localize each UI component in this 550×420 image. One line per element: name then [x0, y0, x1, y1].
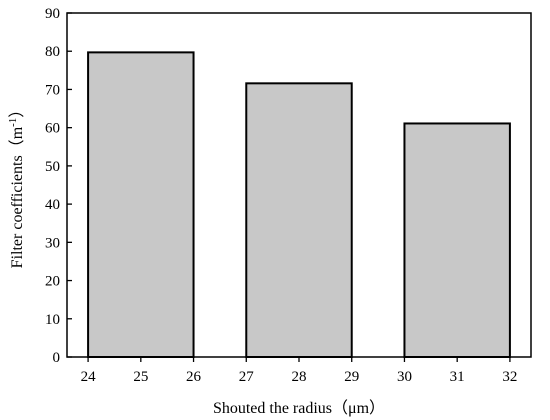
ticks-layer: 0 10 20 30 40 50 60 70 80 90 24 25 26 27 28 29 30 31 32 — [45, 6, 517, 385]
x-tick-label-31: 31 — [450, 369, 465, 385]
x-tick-label-26: 26 — [186, 369, 202, 385]
y-tick-label-50: 50 — [45, 159, 60, 175]
y-axis-title-main: Filter coefficients（m — [8, 126, 26, 268]
x-tick-label-27: 27 — [239, 369, 255, 385]
y-axis-title: Filter coefficients（m-1） — [7, 102, 26, 269]
bar-31 — [403, 122, 511, 358]
y-tick-label-30: 30 — [45, 235, 60, 251]
y-tick-label-20: 20 — [45, 274, 60, 290]
y-tick-label-10: 10 — [45, 312, 60, 328]
x-axis-title: Shouted the radius（μm） — [213, 399, 385, 417]
y-axis-title-end: ） — [8, 102, 26, 118]
x-tick-label-24: 24 — [81, 369, 97, 385]
y-tick-label-80: 80 — [45, 44, 60, 60]
bars-layer — [87, 51, 511, 358]
y-tick-label-70: 70 — [45, 82, 60, 98]
y-axis-title-superscript: -1 — [7, 118, 19, 127]
y-tick-label-0: 0 — [53, 350, 61, 366]
x-tick-label-28: 28 — [292, 369, 307, 385]
x-tick-label-29: 29 — [344, 369, 359, 385]
y-tick-label-90: 90 — [45, 6, 60, 22]
y-tick-label-60: 60 — [45, 121, 60, 137]
bar-25 — [87, 51, 195, 358]
x-tick-label-25: 25 — [133, 369, 148, 385]
x-tick-label-30: 30 — [397, 369, 412, 385]
y-tick-label-40: 40 — [45, 197, 60, 213]
bar-28 — [245, 82, 353, 358]
x-tick-label-32: 32 — [502, 369, 517, 385]
